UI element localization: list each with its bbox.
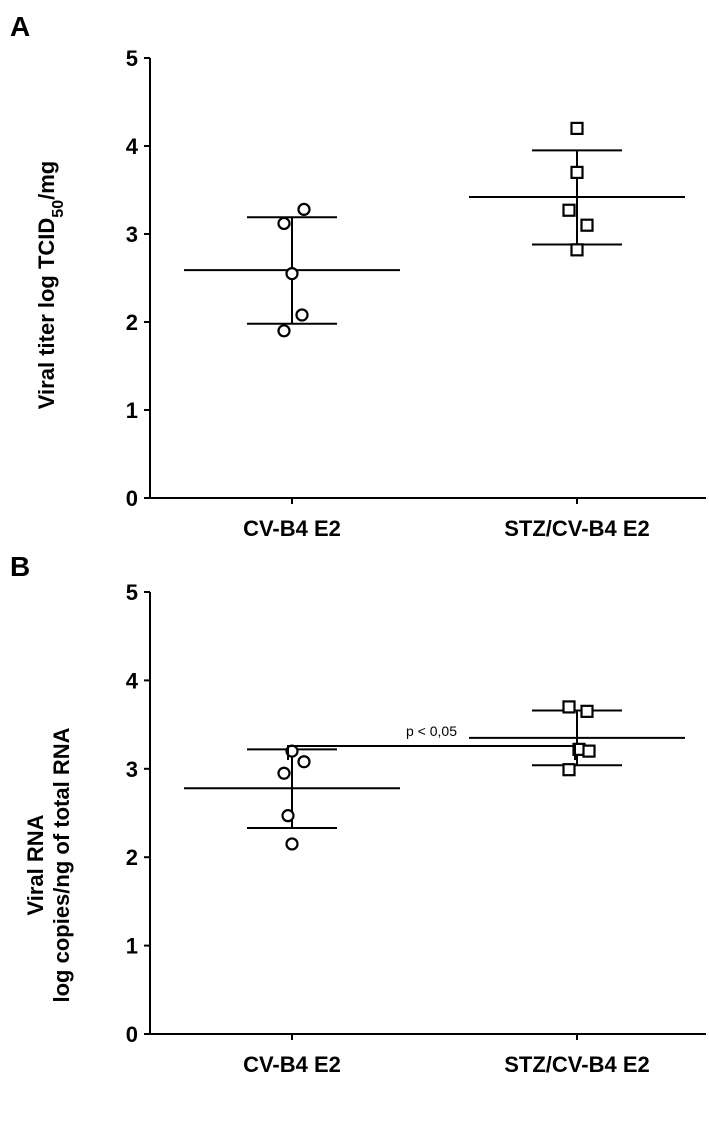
data-point: [277, 766, 291, 780]
data-point: [562, 203, 576, 217]
y-tick-label: 4: [126, 134, 139, 159]
significance-bracket: [287, 745, 576, 760]
panel-b-plot-area: 0 1 2 3 4 5 CV-B4 E2 STZ/CV-B4 E2 p < 0,05: [126, 580, 706, 1077]
y-tick-label: 5: [126, 580, 138, 605]
y-tick-label: 3: [126, 757, 138, 782]
y-tick-label: 0: [126, 486, 138, 511]
panel-b-y-axis-title-line2: log copies/ng of total RNA: [49, 727, 74, 1002]
x-category-label: STZ/CV-B4 E2: [504, 516, 649, 541]
data-point: [580, 218, 594, 232]
data-point: [570, 121, 584, 136]
panel-a-y-axis-title: Viral titer log TCID50/mg: [34, 161, 67, 409]
y-tick-label: 5: [126, 46, 138, 71]
data-point: [277, 324, 291, 338]
data-point: [580, 704, 594, 718]
panel-b: B Viral RNA log copies/ng of total RNA 0…: [10, 551, 706, 1077]
x-category-label: STZ/CV-B4 E2: [504, 1052, 649, 1077]
panel-a-letter: A: [10, 11, 30, 42]
data-point: [285, 267, 299, 281]
data-point: [582, 744, 596, 758]
significance-label: p < 0,05: [406, 723, 457, 739]
data-point: [297, 202, 311, 216]
panel-a: A Viral titer log TCID50/mg 0 1 2 3 4 5 CV-B4 …: [10, 11, 706, 541]
x-category-label: CV-B4 E2: [243, 1052, 341, 1077]
y-tick-label: 3: [126, 222, 138, 247]
y-tick-label: 0: [126, 1022, 138, 1047]
panel-a-plot-area: 0 1 2 3 4 5 CV-B4 E2 STZ/CV-B4 E2: [126, 46, 706, 541]
x-category-label: CV-B4 E2: [243, 516, 341, 541]
data-point: [297, 755, 311, 769]
data-point: [285, 837, 299, 851]
y-tick-label: 1: [126, 398, 138, 423]
y-tick-label: 1: [126, 934, 138, 959]
panel-b-y-axis-title-line1: Viral RNA: [23, 814, 48, 915]
y-tick-label: 2: [126, 845, 138, 870]
data-point: [570, 165, 584, 179]
data-point: [570, 243, 584, 257]
data-point: [277, 216, 291, 231]
panel-b-letter: B: [10, 551, 30, 582]
data-point: [562, 700, 576, 714]
data-point: [562, 763, 576, 777]
data-point: [281, 809, 295, 823]
data-point: [295, 308, 309, 322]
y-tick-label: 4: [126, 668, 139, 693]
y-tick-label: 2: [126, 310, 138, 335]
